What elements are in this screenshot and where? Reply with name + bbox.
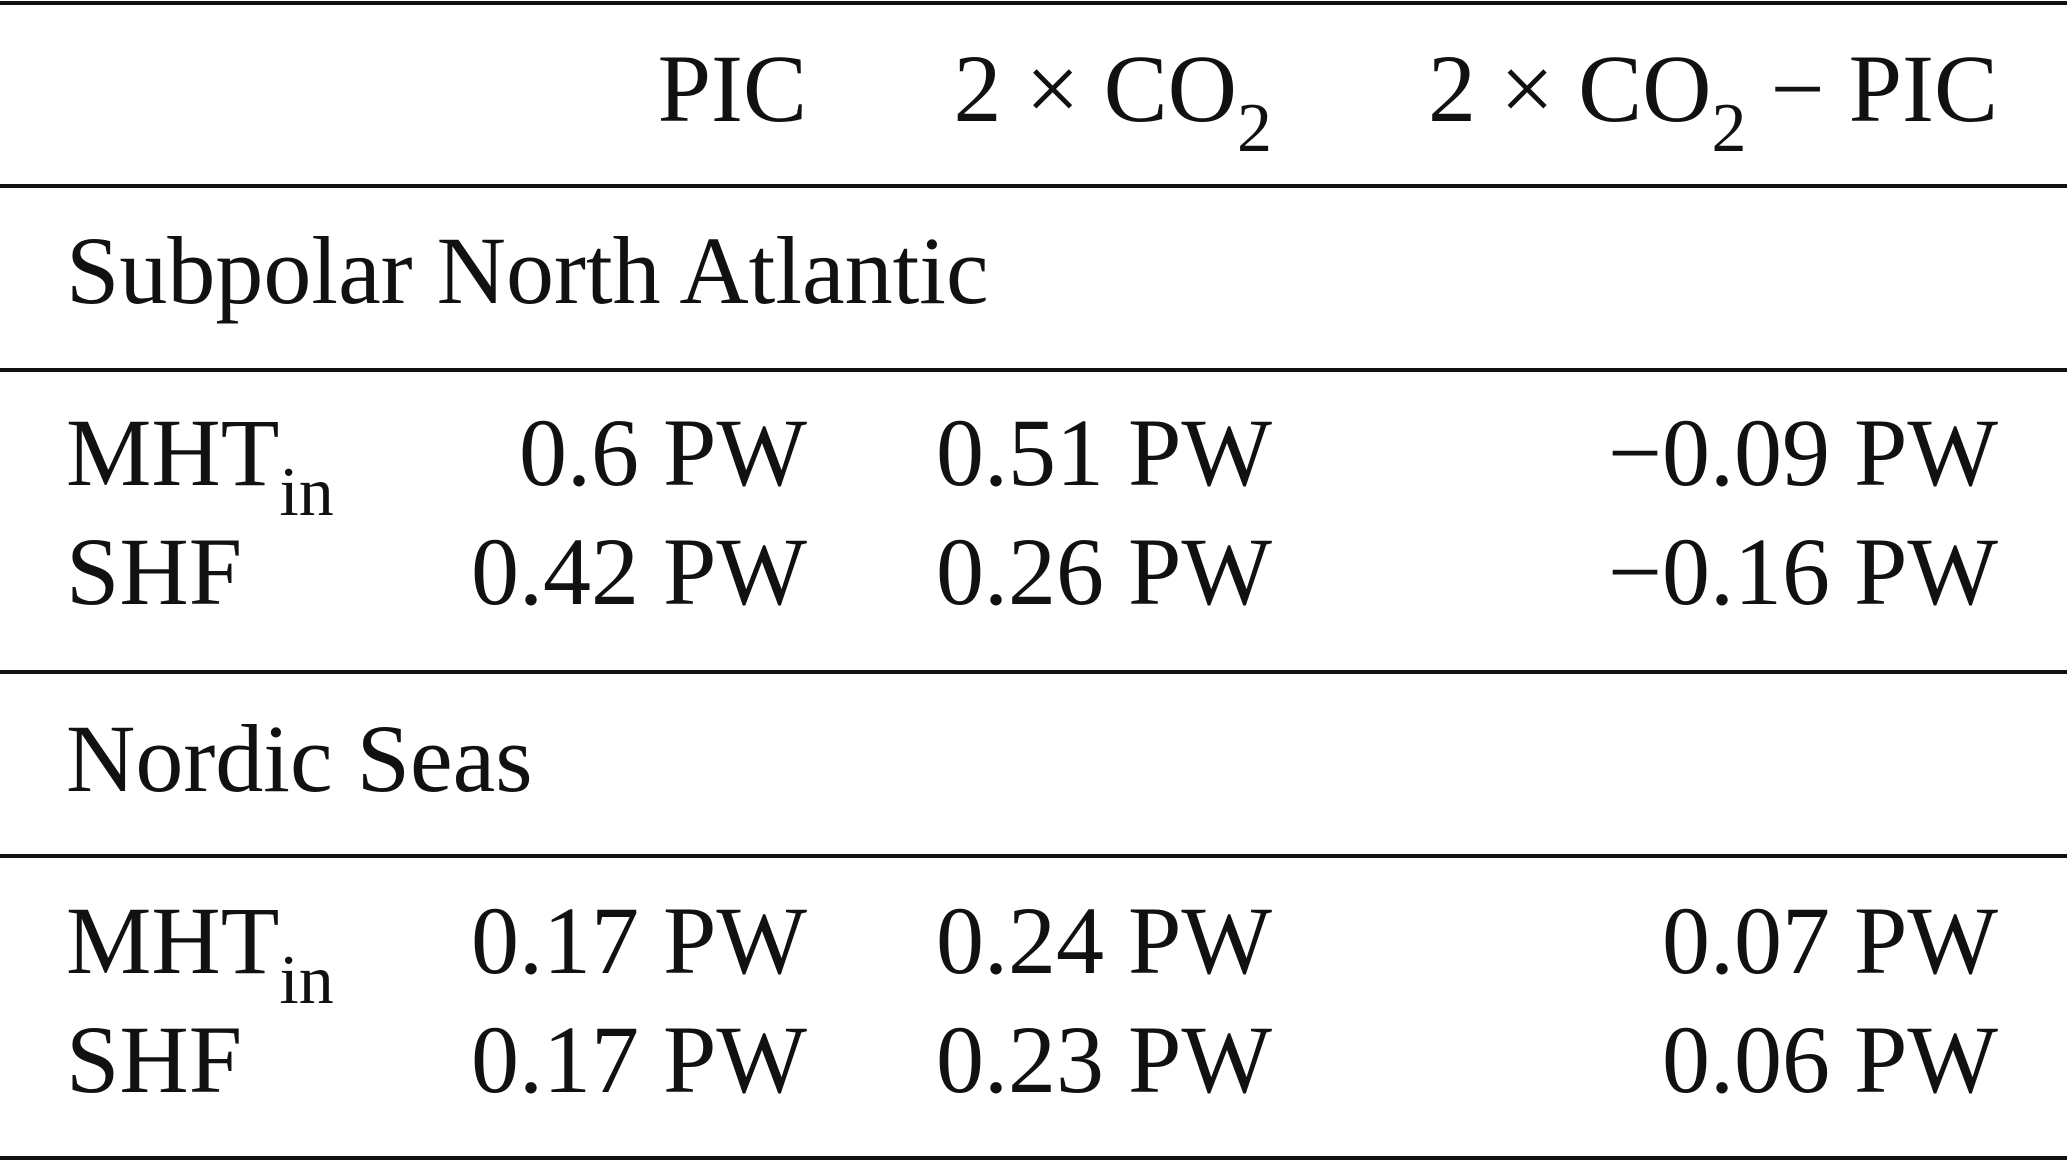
section-title: Nordic Seas [66, 705, 533, 812]
row-label: MHTin [66, 399, 334, 531]
cell: 0.07 PW [1662, 887, 1998, 994]
cell: 0.24 PW [936, 887, 1272, 994]
row-label-main: SHF [66, 518, 242, 625]
row-label: MHTin [66, 887, 334, 1019]
column-header: 2 × CO2 − PIC [1428, 35, 1998, 167]
column-header-after: − PIC [1746, 35, 1998, 142]
row-label-main: MHT [66, 887, 279, 994]
cell: 0.42 PW [471, 518, 807, 625]
column-header-sub: 2 [1711, 90, 1746, 167]
column-header-main: 2 × CO [954, 35, 1238, 142]
row-label-main: SHF [66, 1006, 242, 1113]
column-header: 2 × CO2 [954, 35, 1273, 167]
cell: 0.6 PW [519, 399, 807, 506]
section-title: Subpolar North Atlantic [66, 217, 989, 324]
cell: 0.51 PW [936, 399, 1272, 506]
cell: 0.06 PW [1662, 1006, 1998, 1113]
row-label-sub: in [279, 454, 333, 531]
row-label-main: MHT [66, 399, 279, 506]
cell: 0.26 PW [936, 518, 1272, 625]
column-header-main: PIC [658, 35, 807, 142]
cell: −0.16 PW [1608, 518, 1999, 625]
row-label-sub: in [279, 942, 333, 1019]
cell: 0.23 PW [936, 1006, 1272, 1113]
column-header-sub: 2 [1237, 90, 1272, 167]
column-header-main: 2 × CO [1428, 35, 1712, 142]
cell: −0.09 PW [1608, 399, 1999, 506]
column-header: PIC [658, 35, 807, 142]
row-label: SHF [66, 518, 242, 625]
cell: 0.17 PW [471, 1006, 807, 1113]
row-label: SHF [66, 1006, 242, 1113]
cell: 0.17 PW [471, 887, 807, 994]
